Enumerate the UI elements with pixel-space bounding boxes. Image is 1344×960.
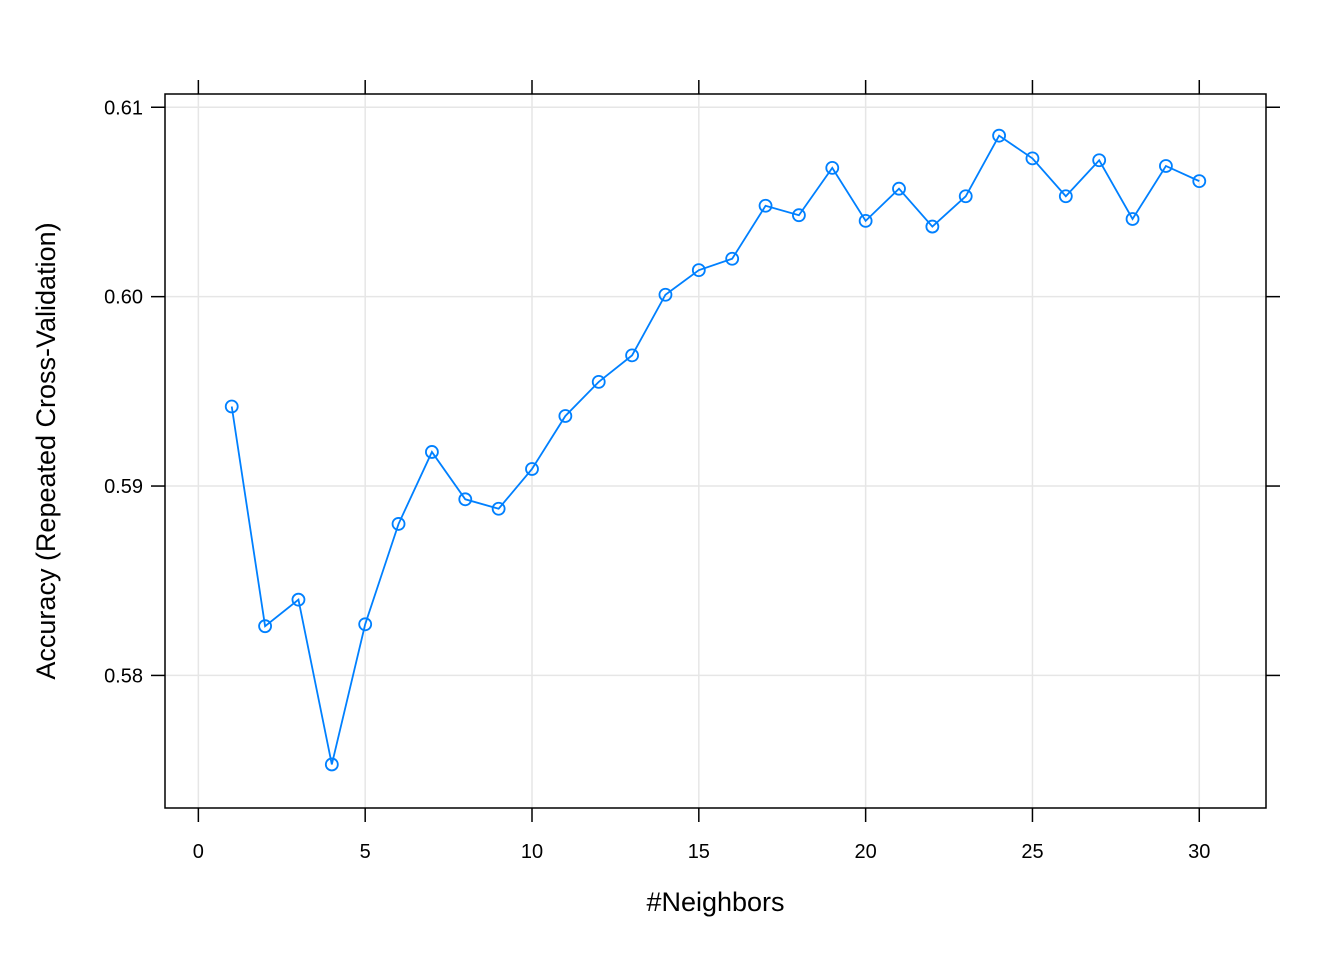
y-tick-label: 0.59	[104, 476, 143, 498]
y-axis-title: Accuracy (Repeated Cross-Validation)	[31, 222, 61, 679]
data-point	[925, 219, 940, 234]
data-point	[825, 160, 840, 175]
series-line	[230, 134, 1200, 765]
series-layer	[224, 128, 1207, 772]
grid	[165, 94, 1266, 808]
data-point	[958, 189, 973, 204]
axis-ticks	[151, 80, 1280, 822]
data-point	[1159, 159, 1173, 173]
data-point	[625, 348, 639, 363]
plot-frame	[164, 93, 1267, 809]
data-point	[224, 399, 239, 414]
data-point	[324, 757, 339, 772]
data-point	[425, 445, 439, 459]
y-tick-label: 0.61	[104, 97, 143, 119]
data-point	[358, 617, 373, 632]
data-point	[391, 517, 406, 531]
data-point	[258, 619, 272, 634]
data-point	[1058, 189, 1073, 204]
data-point	[291, 592, 306, 607]
tick-labels: 0 5 10 15 20 25 30 0.58 0.59 0.60 0.61	[104, 97, 1210, 863]
x-tick-label: 25	[1021, 841, 1043, 863]
data-point	[1192, 174, 1207, 189]
data-point	[725, 251, 740, 266]
data-point	[491, 501, 506, 516]
data-point	[992, 128, 1006, 143]
data-point	[558, 409, 573, 423]
y-tick-label: 0.60	[104, 287, 143, 309]
y-tick-label: 0.58	[104, 665, 143, 687]
x-tick-label: 20	[855, 841, 877, 863]
x-tick-label: 0	[193, 841, 204, 863]
data-point	[1025, 151, 1040, 166]
data-point	[691, 263, 706, 278]
data-point	[792, 208, 806, 223]
x-tick-label: 10	[521, 841, 543, 863]
x-tick-label: 5	[360, 841, 371, 863]
data-point	[525, 462, 539, 476]
data-point	[892, 181, 906, 196]
data-point	[458, 492, 473, 507]
data-point	[758, 198, 773, 213]
data-point	[1092, 153, 1107, 168]
x-tick-label: 15	[688, 841, 710, 863]
data-point	[658, 287, 673, 302]
x-tick-label: 30	[1188, 841, 1210, 863]
data-point	[1125, 212, 1140, 226]
x-axis-title: #Neighbors	[646, 887, 784, 917]
data-point	[858, 213, 873, 228]
data-point	[591, 374, 606, 389]
